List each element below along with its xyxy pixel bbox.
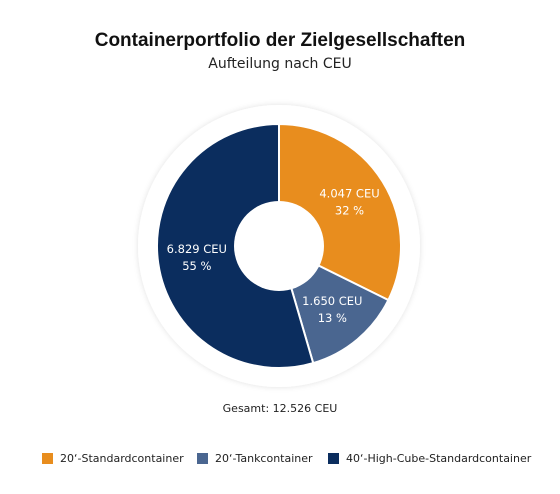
slice-highcube-percent-label: 55 % xyxy=(182,259,211,273)
legend: 20‘-Standardcontainer 20‘-Tankcontainer … xyxy=(0,452,560,470)
legend-swatch-tank xyxy=(197,453,208,464)
slice-standard-percent-label: 32 % xyxy=(335,204,364,218)
legend-item-tank: 20‘-Tankcontainer xyxy=(197,452,313,465)
donut-chart: 4.047 CEU 32 % 1.650 CEU 13 % 6.829 CEU 55 % xyxy=(138,105,420,387)
slice-tank-value-label: 1.650 CEU xyxy=(302,294,362,308)
slice-tank-percent-label: 13 % xyxy=(318,311,347,325)
donut-hole xyxy=(234,201,324,291)
slice-standard-value-label: 4.047 CEU xyxy=(319,187,379,201)
legend-label-highcube: 40‘-High-Cube-Standardcontainer xyxy=(346,452,532,465)
legend-label-tank: 20‘-Tankcontainer xyxy=(215,452,313,465)
slice-highcube-value-label: 6.829 CEU xyxy=(167,242,227,256)
legend-label-standard: 20‘-Standardcontainer xyxy=(60,452,184,465)
chart-title: Containerportfolio der Zielgesellschafte… xyxy=(94,30,466,51)
chart-subtitle: Aufteilung nach CEU xyxy=(208,56,352,72)
legend-item-highcube: 40‘-High-Cube-Standardcontainer xyxy=(328,452,531,465)
legend-swatch-highcube xyxy=(328,453,339,464)
legend-swatch-standard xyxy=(42,453,53,464)
legend-item-standard: 20‘-Standardcontainer xyxy=(42,452,184,465)
total-label: Gesamt: 12.526 CEU xyxy=(222,402,338,415)
